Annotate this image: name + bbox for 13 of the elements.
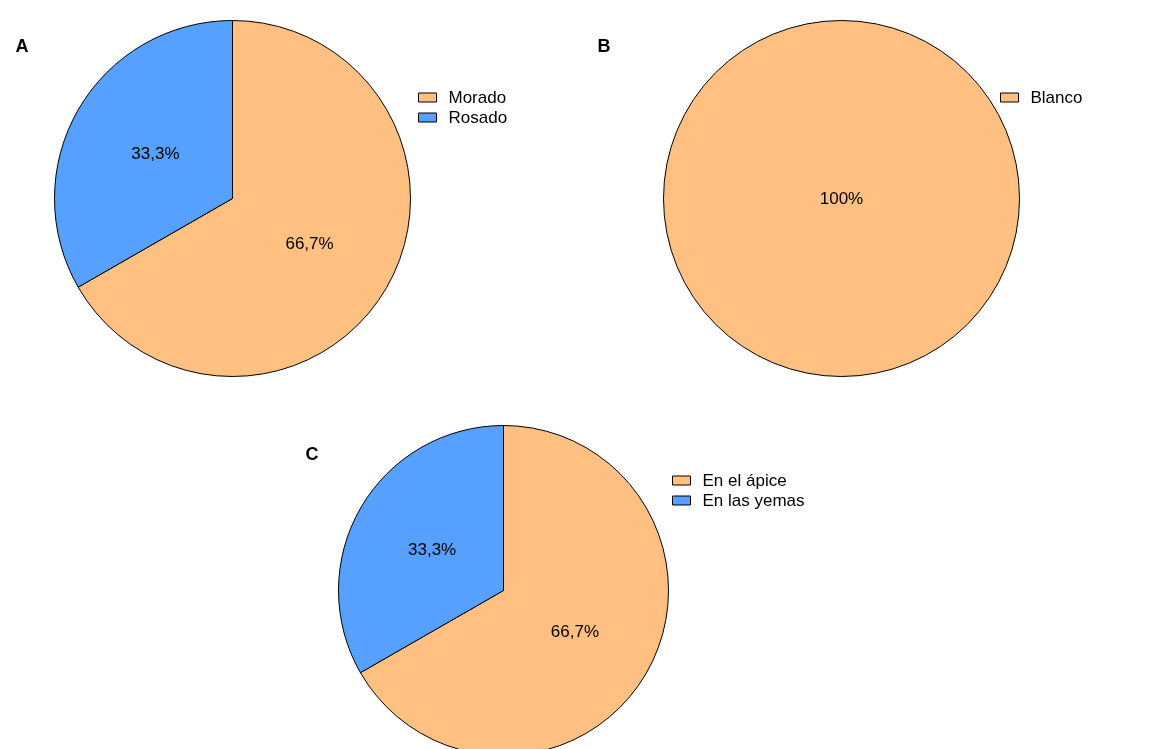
data-label: 100% (819, 189, 864, 208)
data-label: 66,7% (285, 233, 334, 253)
data-label: 33,3% (407, 539, 457, 559)
legend-label: Morado (448, 88, 507, 107)
legend-label: En las yemas (702, 491, 805, 510)
text: C (305, 443, 319, 464)
legend-label: Rosado (448, 108, 508, 127)
data-label: 66,7% (550, 622, 600, 642)
text: A (15, 35, 29, 56)
legend-label: Blanco (1030, 88, 1083, 107)
legend-label: En el ápice (702, 471, 787, 490)
data-label: 33,3% (131, 144, 180, 164)
text: B (597, 35, 611, 56)
